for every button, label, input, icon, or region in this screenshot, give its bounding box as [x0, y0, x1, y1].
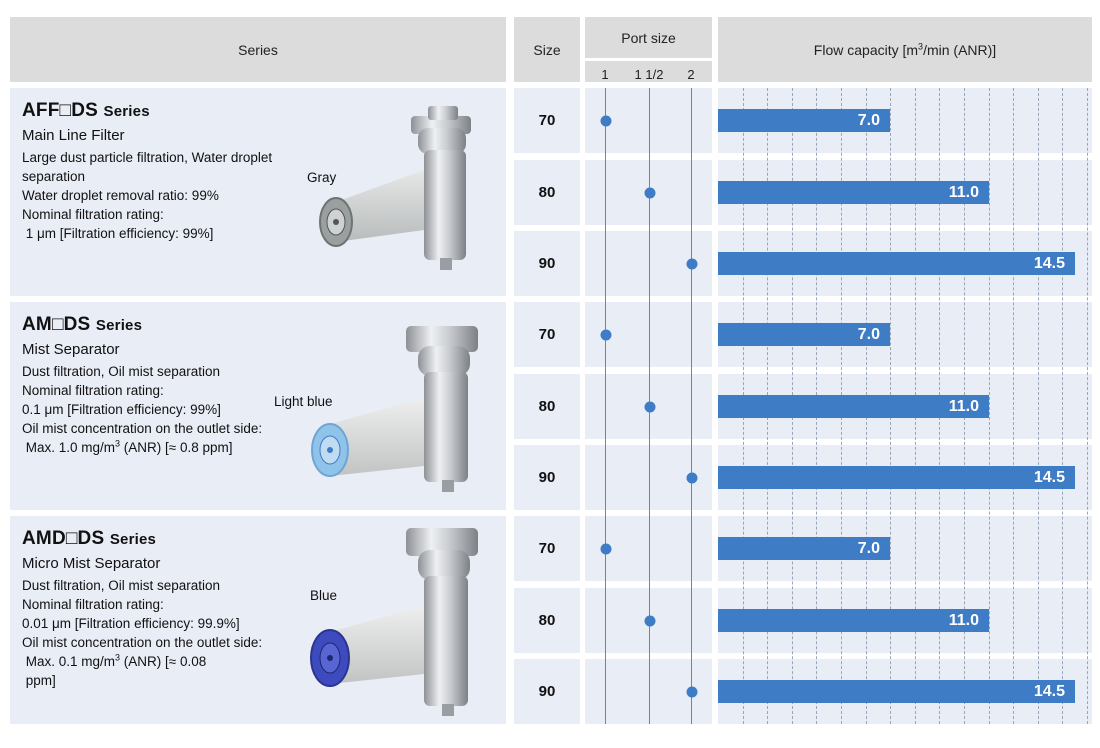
series-cell-amd: AMD□DS Series Micro Mist Separator Dust … [10, 516, 506, 724]
series-name: Micro Mist Separator [22, 555, 161, 572]
size-cell: 80 [514, 374, 580, 439]
size-cell: 90 [514, 659, 580, 724]
size-cell: 80 [514, 160, 580, 225]
header-flow-capacity-label: Flow capacity [m3/min (ANR)] [813, 40, 997, 58]
flow-bar: 14.5 [718, 466, 1075, 489]
size-cell: 90 [514, 231, 580, 296]
size-cell: 90 [514, 445, 580, 510]
size-cell: 70 [514, 302, 580, 367]
size-cell: 70 [514, 516, 580, 581]
series-title: AM□DS Series [22, 314, 143, 335]
header-port-size: Port size [585, 17, 712, 58]
series-cell-am: AM□DS Series Mist Separator Dust filtrat… [10, 302, 506, 510]
port-size-dot [644, 187, 655, 199]
port-label-1: 1 [601, 67, 609, 82]
flow-gridline [1062, 88, 1063, 724]
series-cell-aff: AFF□DS Series Main Line Filter Large dus… [10, 88, 506, 296]
port-size-dot [644, 615, 655, 627]
flow-bar: 7.0 [718, 109, 890, 132]
flow-gridline [1013, 88, 1014, 724]
element-color-label: Blue [310, 588, 338, 603]
size-cell: 70 [514, 88, 580, 153]
header-size: Size [514, 17, 580, 82]
flow-bar: 11.0 [718, 609, 989, 632]
flow-bar: 14.5 [718, 680, 1075, 703]
flow-gridline [1038, 88, 1039, 724]
port-label-2: 2 [687, 67, 695, 82]
flow-bar: 11.0 [718, 181, 989, 204]
filter-product-image [310, 528, 478, 716]
port-label-1-1-2: 1 1/2 [634, 67, 664, 82]
series-description: Dust filtration, Oil mist separation Nom… [22, 364, 263, 455]
port-size-dot [686, 686, 697, 698]
series-name: Mist Separator [22, 341, 120, 358]
header-series-label: Series [238, 41, 278, 58]
flow-gridline [989, 88, 990, 724]
port-line-2 [691, 88, 692, 724]
flow-bar: 14.5 [718, 252, 1075, 275]
flow-bar: 7.0 [718, 537, 890, 560]
element-color-label: Gray [307, 170, 337, 185]
flow-bar: 7.0 [718, 323, 890, 346]
header-port-size-label: Port size [621, 29, 676, 46]
header-flow-capacity: Flow capacity [m3/min (ANR)] [718, 17, 1092, 82]
port-line-1 [605, 88, 606, 724]
filter-product-image [311, 326, 478, 492]
flow-gridline [1087, 88, 1088, 724]
header-series: Series [10, 17, 506, 82]
series-name: Main Line Filter [22, 127, 125, 144]
series-title: AMD□DS Series [22, 528, 157, 549]
series-description: Dust filtration, Oil mist separation Nom… [22, 578, 263, 688]
flow-bar: 11.0 [718, 395, 989, 418]
port-size-dot [600, 115, 611, 127]
port-size-dot [686, 258, 697, 270]
header-size-label: Size [533, 41, 561, 58]
header-port-labels [585, 61, 712, 82]
filter-product-image [319, 106, 471, 270]
port-size-dot [600, 329, 611, 341]
element-color-label: Light blue [274, 394, 333, 409]
port-size-dot [600, 543, 611, 555]
series-description: Large dust particle filtration, Water dr… [22, 150, 273, 241]
port-size-dot [644, 401, 655, 413]
size-cell: 80 [514, 588, 580, 653]
series-title: AFF□DS Series [22, 100, 150, 121]
port-size-dot [686, 472, 697, 484]
